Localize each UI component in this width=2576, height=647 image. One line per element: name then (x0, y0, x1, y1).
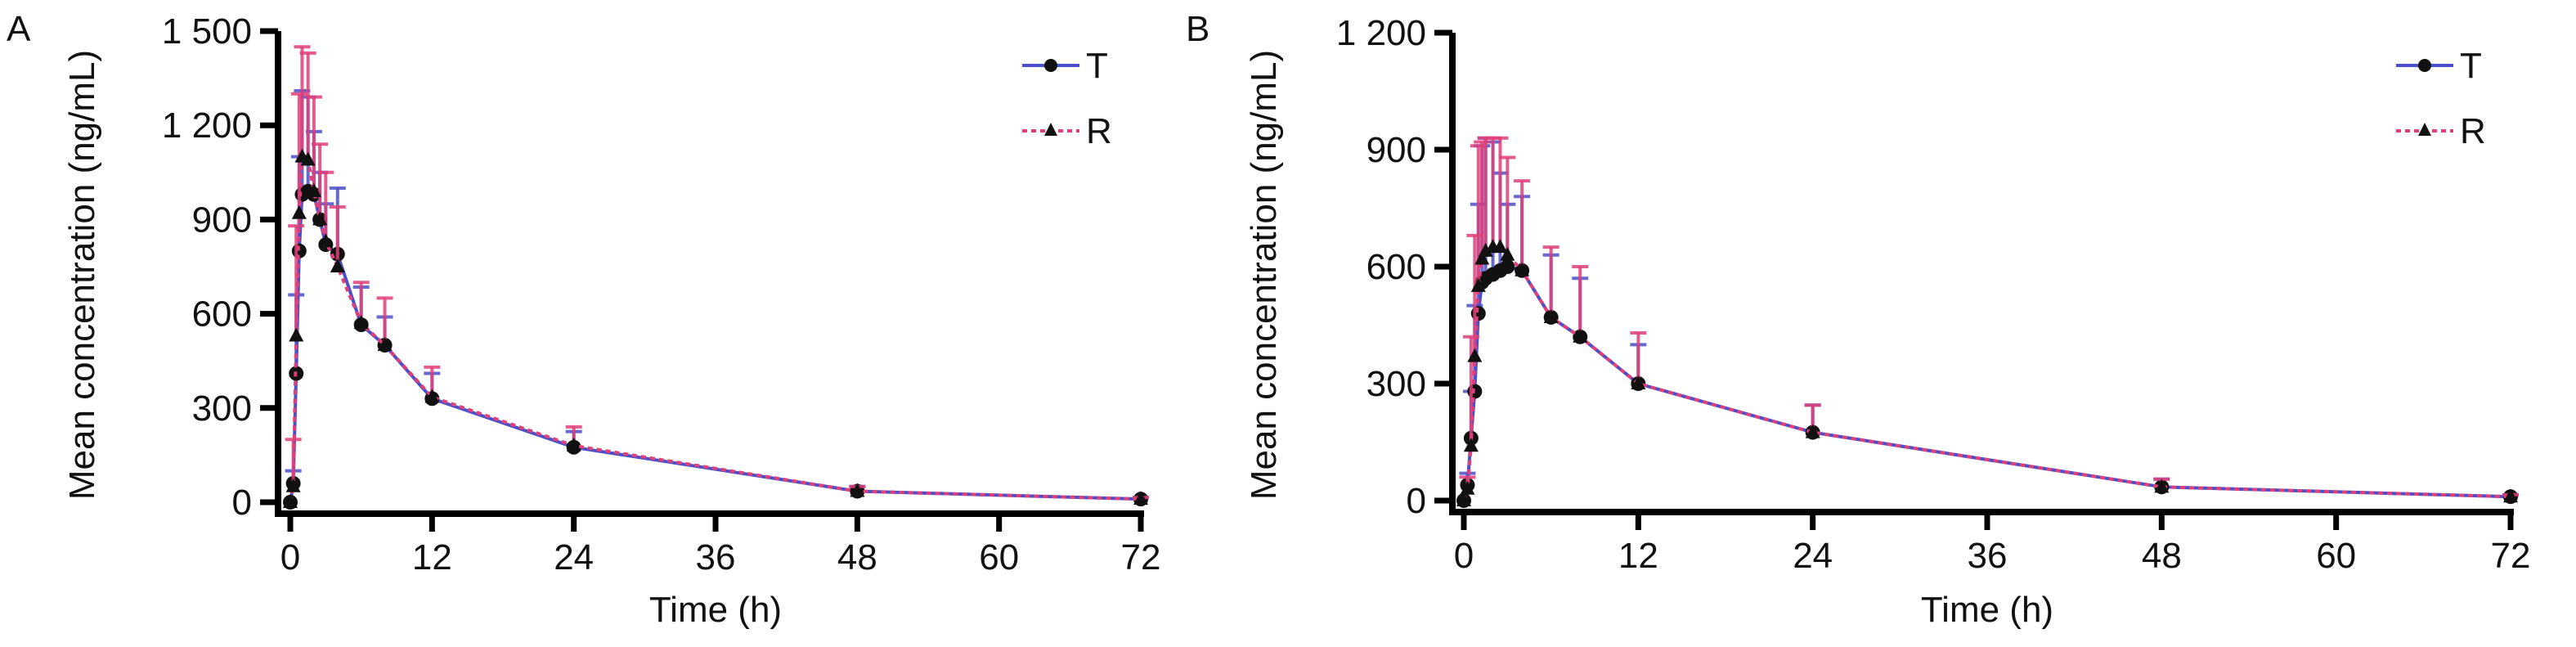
y-tick-label: 1 200 (1336, 13, 1426, 53)
data-point (312, 211, 328, 226)
series-line (1462, 264, 2511, 501)
legend-marker (2418, 123, 2431, 136)
data-point (850, 483, 865, 497)
x-tick-label: 36 (1968, 536, 2008, 576)
x-tick-label: 48 (837, 537, 877, 577)
data-point (377, 337, 393, 351)
legend-item-R: R (1022, 111, 1112, 151)
data-point (1500, 246, 1515, 261)
data-point (1456, 492, 1471, 506)
data-point (291, 204, 307, 219)
data-point (330, 258, 345, 272)
data-point (353, 315, 369, 330)
y-tick-label: 600 (192, 294, 252, 335)
x-tick-label: 0 (1454, 536, 1474, 576)
data-point (1631, 375, 1646, 389)
x-tick-label: 24 (554, 537, 594, 577)
data-point (306, 182, 321, 197)
data-point (300, 151, 316, 166)
data-point (1467, 348, 1483, 362)
y-tick-label: 0 (1407, 481, 1426, 521)
data-point (285, 478, 301, 492)
y-tick-label: 1 500 (162, 11, 252, 52)
series-T (283, 88, 1149, 510)
x-tick-label: 12 (1618, 536, 1658, 576)
x-tick-label: 48 (2142, 536, 2182, 576)
legend-label: T (2460, 46, 2482, 86)
panel-label: A (7, 9, 31, 49)
x-tick-label: 60 (2316, 536, 2356, 576)
data-point (1463, 438, 1479, 452)
x-tick-label: 72 (1121, 537, 1161, 577)
legend-item-T: T (1022, 46, 1108, 86)
y-tick-label: 600 (1367, 247, 1426, 287)
legend-label: T (1086, 46, 1108, 86)
legend-marker (1044, 123, 1057, 136)
x-axis-label: Time (h) (649, 590, 782, 630)
series-line (1462, 245, 2511, 501)
series-R (1456, 136, 2519, 506)
legend-item-R: R (2396, 111, 2486, 151)
y-tick-label: 900 (1367, 130, 1426, 170)
data-point (1805, 424, 1820, 438)
data-point (424, 389, 440, 403)
x-tick-label: 0 (280, 537, 300, 577)
series-line (289, 154, 1142, 503)
legend-marker (2418, 59, 2431, 72)
data-point (2154, 479, 2170, 493)
y-tick-label: 1 200 (162, 106, 252, 146)
x-tick-label: 12 (412, 537, 452, 577)
legend-label: R (2460, 111, 2486, 151)
series-T (1456, 136, 2519, 508)
y-axis-label: Mean concentration (ng/mL) (1244, 50, 1284, 500)
x-axis-label: Time (h) (1921, 590, 2053, 630)
panel-A: A 0 300 600 900 1 200 1 500 0 12 24 36 48 60 72 Time (… (7, 9, 1160, 630)
data-point (1515, 262, 1530, 276)
panel-label: B (1186, 9, 1209, 49)
data-point (1133, 491, 1148, 505)
legend-label: R (1086, 111, 1112, 151)
y-tick-label: 900 (192, 200, 252, 240)
legend-marker (1044, 59, 1057, 72)
data-point (318, 233, 334, 248)
data-point (1474, 250, 1490, 265)
y-tick-label: 300 (192, 389, 252, 429)
legend-item-T: T (2396, 46, 2482, 86)
x-tick-label: 72 (2491, 536, 2531, 576)
data-point (1470, 277, 1486, 292)
y-tick-label: 0 (232, 483, 252, 523)
data-point (1500, 259, 1515, 274)
series-R (283, 45, 1149, 508)
data-point (283, 494, 298, 508)
data-point (566, 437, 581, 452)
panel-B: B 0 300 600 900 1 200 0 12 24 36 48 60 72 Time (h) Mea… (1186, 9, 2530, 630)
data-point (289, 327, 304, 342)
data-point (1543, 308, 1559, 323)
data-point (1460, 480, 1475, 495)
data-point (1478, 242, 1493, 257)
y-axis-label: Mean concentration (ng/mL) (62, 50, 102, 500)
x-tick-label: 60 (979, 537, 1019, 577)
data-point (1573, 328, 1588, 343)
data-point (1492, 239, 1508, 254)
y-tick-label: 300 (1367, 364, 1426, 404)
x-tick-label: 36 (696, 537, 736, 577)
x-tick-label: 24 (1793, 536, 1833, 576)
series-line (289, 189, 1142, 503)
data-point (2503, 488, 2518, 503)
